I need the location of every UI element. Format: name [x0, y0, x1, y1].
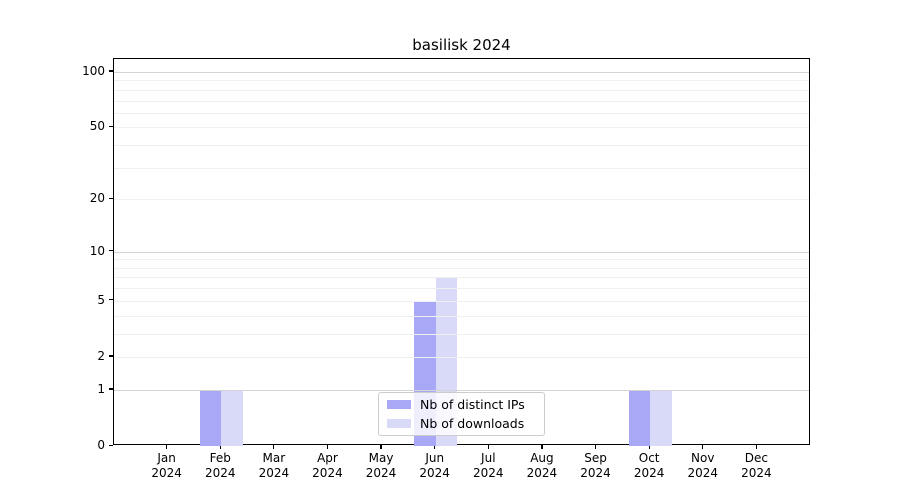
- gridline-major: [114, 251, 809, 253]
- gridline-minor: [114, 89, 809, 91]
- y-tick-label: 50: [89, 119, 105, 134]
- legend-item: Nb of distinct IPs: [387, 395, 536, 414]
- x-tick-month: Aug: [530, 451, 554, 465]
- x-tick-year: 2024: [151, 466, 182, 480]
- legend: Nb of distinct IPs Nb of downloads: [378, 392, 545, 436]
- x-tick-year: 2024: [580, 466, 611, 480]
- x-tick-label: Jun 2024: [395, 451, 475, 481]
- y-tickmark: [109, 388, 113, 390]
- x-tick-month: Feb: [209, 451, 231, 465]
- bar-distinct-ips: [628, 389, 651, 446]
- gridline-minor: [114, 300, 809, 302]
- bar-downloads: [221, 389, 243, 446]
- x-tick-month: Dec: [744, 451, 768, 465]
- y-tick-label: 100: [82, 63, 105, 78]
- gridline-minor: [114, 145, 809, 147]
- x-tickmark: [487, 445, 489, 449]
- gridline-major: [114, 71, 809, 73]
- gridline-minor: [114, 112, 809, 114]
- chart-title: basilisk 2024: [412, 36, 511, 54]
- x-tickmark: [380, 445, 382, 449]
- y-tickmark: [109, 250, 113, 252]
- legend-label: Nb of distinct IPs: [420, 397, 525, 412]
- gridline-minor: [114, 167, 809, 169]
- legend-swatch: [387, 400, 411, 409]
- bar-downloads: [650, 389, 672, 446]
- legend-swatch: [387, 419, 411, 428]
- y-tick-label: 5: [97, 292, 105, 307]
- x-tick-label: Jul 2024: [448, 451, 528, 481]
- gridline-minor: [114, 356, 809, 358]
- gridline-minor: [114, 277, 809, 279]
- x-tick-label: May 2024: [341, 451, 421, 481]
- x-tick-year: 2024: [741, 466, 772, 480]
- x-tick-label: Mar 2024: [234, 451, 314, 481]
- x-tick-year: 2024: [473, 466, 504, 480]
- x-tickmark: [648, 445, 650, 449]
- y-tickmark: [109, 444, 113, 446]
- y-tickmark: [109, 197, 113, 199]
- x-tickmark: [434, 445, 436, 449]
- x-tickmark: [273, 445, 275, 449]
- gridline-minor: [114, 127, 809, 129]
- x-tick-month: Apr: [317, 451, 338, 465]
- x-tick-label: Aug 2024: [502, 451, 582, 481]
- x-tick-month: Jan: [157, 451, 176, 465]
- gridline-minor: [114, 80, 809, 82]
- y-tick-label: 10: [89, 243, 105, 258]
- x-tick-year: 2024: [365, 466, 397, 480]
- x-tickmark: [219, 445, 221, 449]
- x-tick-month: Jun: [425, 451, 445, 465]
- x-tick-year: 2024: [419, 466, 450, 480]
- gridline-minor: [114, 259, 809, 261]
- x-tick-label: Nov 2024: [663, 451, 743, 481]
- x-tick-month: May: [368, 451, 394, 465]
- x-tick-label: Jan 2024: [127, 451, 207, 481]
- legend-item: Nb of downloads: [387, 414, 536, 433]
- gridline-minor: [114, 199, 809, 201]
- x-tickmark: [166, 445, 168, 449]
- gridline-minor: [114, 288, 809, 290]
- legend-label: Nb of downloads: [420, 416, 525, 431]
- y-tickmark: [109, 355, 113, 357]
- gridline-minor: [114, 267, 809, 269]
- x-tick-month: Mar: [262, 451, 286, 465]
- x-tick-year: 2024: [633, 466, 665, 480]
- x-tickmark: [594, 445, 597, 449]
- x-tick-month: Sep: [584, 451, 607, 465]
- y-tickmark: [109, 299, 113, 301]
- x-tick-label: Sep 2024: [556, 451, 636, 481]
- x-tick-month: Oct: [638, 451, 660, 465]
- y-tickmark: [109, 70, 113, 72]
- x-tickmark: [541, 445, 543, 449]
- gridline-minor: [114, 315, 809, 317]
- x-tickmark: [326, 445, 329, 449]
- x-tickmark: [702, 445, 704, 449]
- x-tick-year: 2024: [312, 466, 343, 480]
- y-tick-label: 20: [89, 191, 105, 206]
- x-tick-month: Jul: [481, 451, 496, 465]
- y-tickmark: [109, 125, 113, 128]
- y-tick-label: 1: [97, 381, 105, 396]
- bar-distinct-ips: [199, 389, 222, 446]
- x-tick-year: 2024: [204, 466, 236, 480]
- x-tick-label: Apr 2024: [287, 451, 367, 481]
- x-tick-year: 2024: [526, 466, 558, 480]
- x-tick-label: Dec 2024: [716, 451, 796, 481]
- gridline-major: [114, 389, 809, 391]
- gridline-minor: [114, 100, 809, 102]
- x-tickmark: [755, 445, 757, 449]
- y-tick-label: 0: [97, 438, 105, 452]
- x-tick-label: Feb 2024: [180, 451, 260, 481]
- x-tick-year: 2024: [687, 466, 719, 480]
- x-tick-month: Nov: [691, 451, 715, 465]
- x-tick-year: 2024: [258, 466, 290, 480]
- grid-layer: [114, 59, 809, 444]
- plot-area: [113, 58, 810, 446]
- y-tick-label: 2: [97, 348, 105, 363]
- gridline-minor: [114, 333, 809, 335]
- x-tick-label: Oct 2024: [609, 451, 689, 481]
